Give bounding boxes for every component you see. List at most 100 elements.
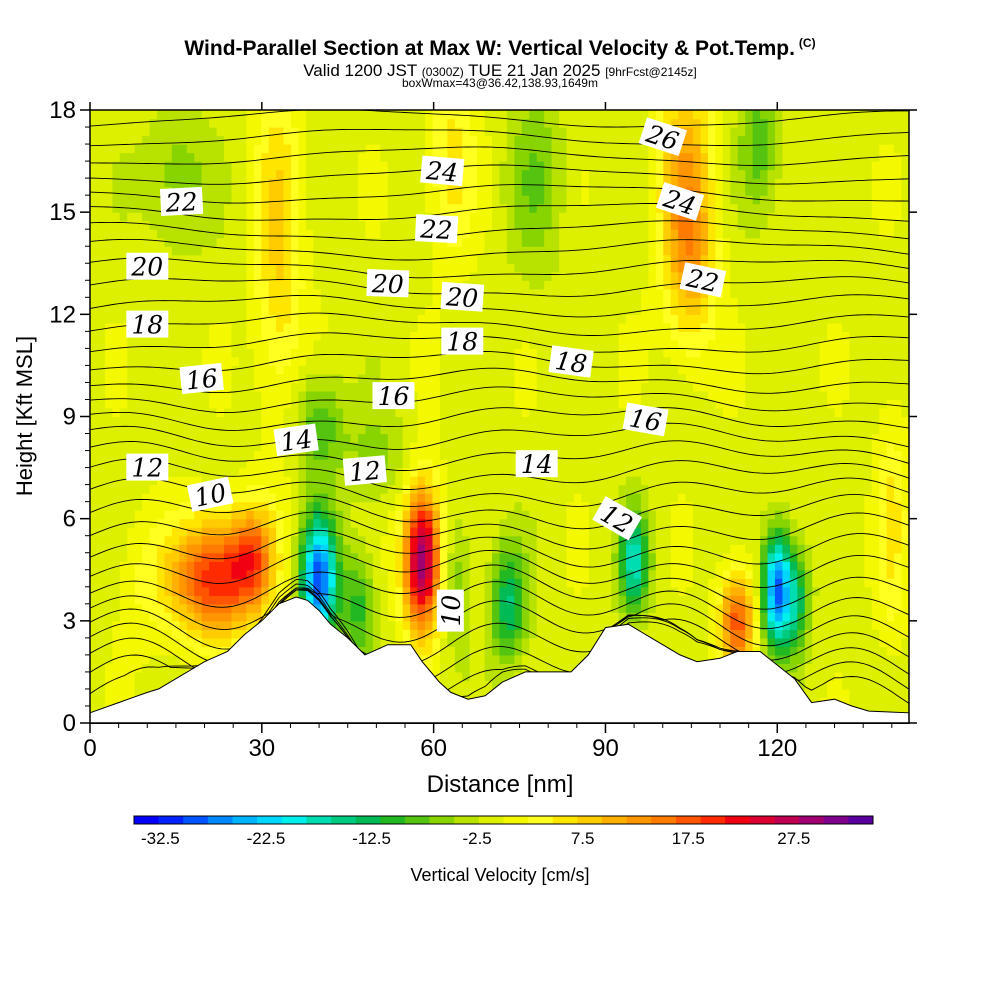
field-cell [506,212,515,222]
field-cell [469,263,478,273]
field-cell [157,373,166,384]
field-cell [119,510,128,520]
field-cell [596,297,605,307]
field-cell [514,390,523,401]
field-cell [142,152,151,162]
field-cell [380,561,389,571]
field-cell [209,552,218,562]
field-cell [469,425,478,435]
field-cell [253,186,262,196]
field-cell [559,186,568,196]
field-cell [104,254,113,264]
field-cell [372,322,381,332]
field-cell [581,314,590,324]
field-cell [387,356,396,367]
field-cell [209,288,218,298]
field-cell [291,118,300,128]
field-cell [544,212,553,222]
field-cell [573,297,582,307]
field-cell [492,135,501,145]
field-cell [238,433,247,443]
field-cell [112,178,121,188]
field-cell [246,399,255,409]
field-cell [573,442,582,452]
field-cell [343,246,352,256]
field-cell [603,586,612,596]
field-cell [551,305,560,315]
field-cell [447,382,456,392]
field-cell [343,229,352,239]
field-cell [313,425,322,435]
field-cell [372,527,381,537]
field-cell [261,510,270,520]
field-cell [417,578,426,588]
field-cell [112,297,121,307]
field-cell [380,544,389,554]
field-cell [469,416,478,426]
field-cell [432,297,441,307]
field-cell [551,612,560,622]
field-cell [104,586,113,596]
field-cell [186,501,195,511]
field-cell [439,450,448,460]
field-cell [380,127,389,137]
field-cell [246,195,255,205]
field-cell [328,603,337,613]
field-cell [142,297,151,307]
field-cell [417,535,426,545]
field-cell [149,297,158,307]
field-cell [104,356,113,367]
field-cell [372,339,381,349]
field-cell [544,595,553,605]
field-cell [142,161,151,171]
field-cell [447,390,456,401]
field-cell [224,416,233,426]
field-cell [573,586,582,596]
field-cell [484,450,493,460]
field-cell [573,118,582,128]
field-cell [112,586,121,596]
field-cell [447,552,456,562]
field-cell [157,178,166,188]
field-cell [246,552,255,562]
field-cell [432,382,441,392]
field-cell [596,603,605,613]
field-cell [566,561,575,571]
field-cell [127,229,136,239]
field-cell [387,442,396,452]
field-cell [350,416,359,426]
field-cell [499,467,508,477]
field-cell [365,339,374,349]
field-cell [142,195,151,205]
field-cell [216,467,225,477]
field-cell [514,612,523,622]
field-cell [97,450,106,460]
field-cell [119,459,128,469]
field-cell [484,501,493,511]
field-cell [335,203,344,213]
field-cell [529,407,538,418]
field-cell [90,663,99,673]
field-cell [97,527,106,537]
field-cell [559,280,568,290]
field-cell [477,688,486,699]
field-cell [209,586,218,596]
field-cell [276,331,285,341]
field-cell [581,331,590,341]
field-cell [112,203,121,213]
field-cell [559,569,568,579]
field-cell [469,407,478,418]
field-cell [328,407,337,418]
field-cell [283,595,292,605]
field-cell [499,578,508,588]
field-cell [179,450,188,460]
field-cell [127,484,136,494]
field-cell [328,271,337,281]
field-cell [447,467,456,477]
field-cell [127,476,136,486]
field-cell [179,288,188,298]
field-cell [171,552,180,562]
field-cell [477,629,486,639]
field-cell [521,169,530,179]
field-cell [395,442,404,452]
